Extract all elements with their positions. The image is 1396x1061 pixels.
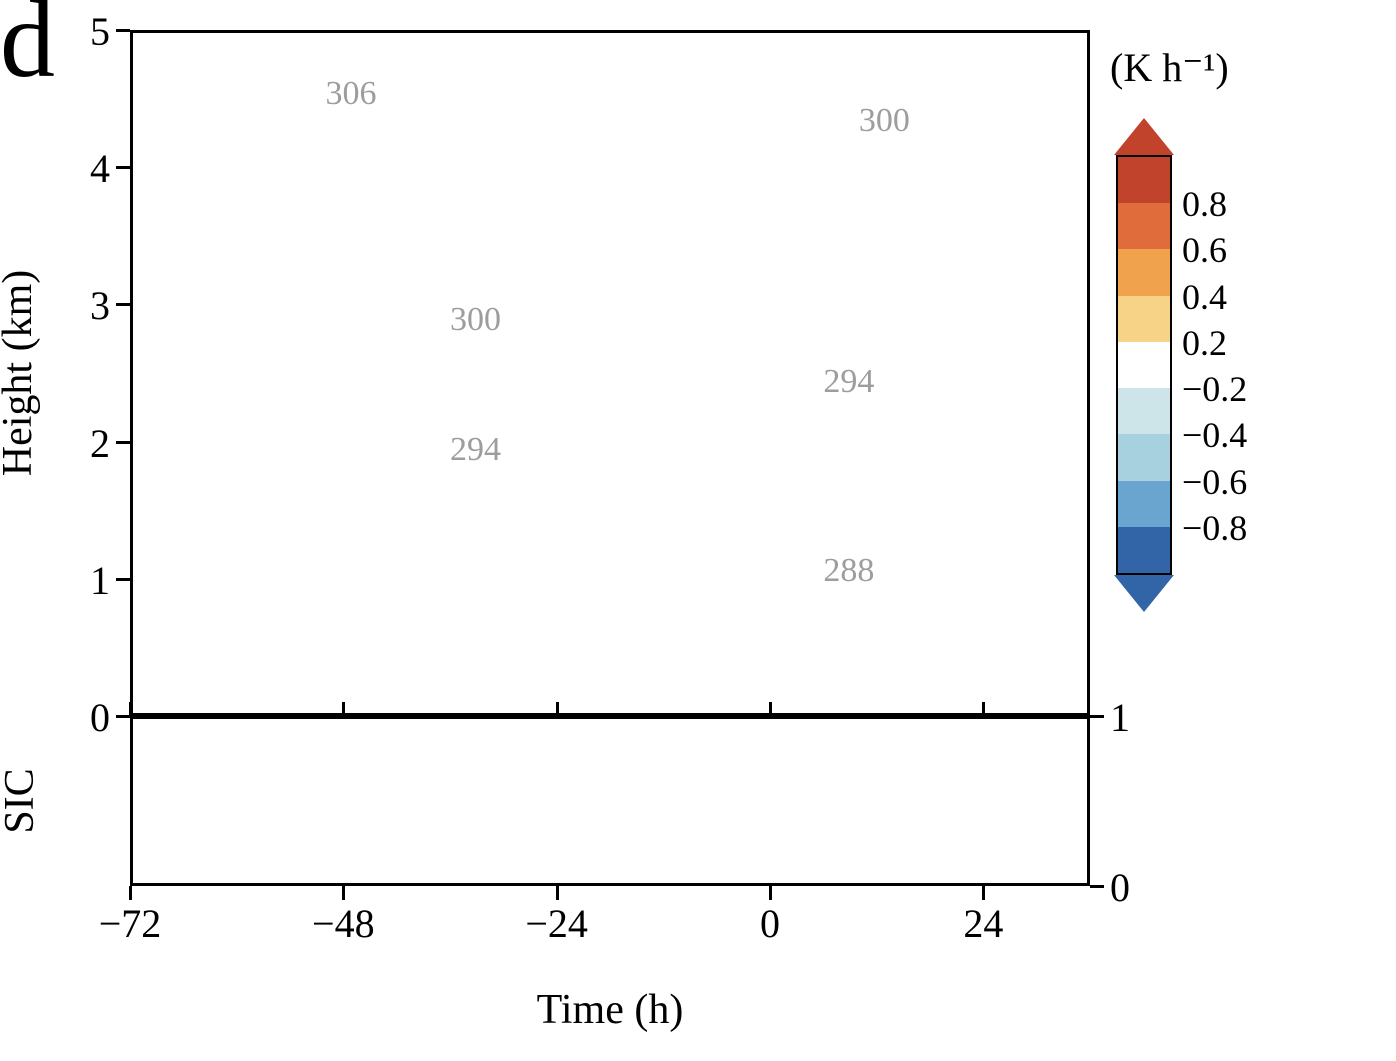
y-axis-label-top: Height (km)	[0, 270, 42, 476]
y-tick	[116, 166, 130, 169]
colorbar-tick-label: −0.4	[1182, 414, 1247, 456]
colorbar-segment	[1118, 296, 1170, 342]
contour-label: 294	[823, 363, 874, 401]
y-tick-label-right: 1	[1110, 694, 1130, 741]
colorbar-arrow-top-icon	[1114, 118, 1174, 155]
contour-label: 294	[450, 431, 501, 469]
bottom-panel	[130, 716, 1090, 886]
colorbar-segment	[1118, 481, 1170, 527]
colorbar-box	[1116, 155, 1172, 575]
top-axes-frame	[130, 30, 1090, 716]
x-tick-label: −72	[99, 900, 162, 947]
colorbar-segment	[1118, 388, 1170, 434]
y-axis-label-bottom: SIC	[0, 768, 44, 833]
y-tick	[116, 29, 130, 32]
x-tick-label: 0	[760, 900, 780, 947]
colorbar-segment	[1118, 157, 1170, 203]
x-tick	[556, 886, 559, 900]
colorbar-segment	[1118, 203, 1170, 249]
y-tick-label: 0	[90, 694, 110, 741]
colorbar-tick-label: 0.8	[1182, 183, 1227, 225]
contour-label: 300	[859, 102, 910, 140]
colorbar: 0.80.60.40.2−0.2−0.4−0.6−0.8	[1116, 120, 1172, 610]
contour-label: 288	[823, 552, 874, 590]
x-tick	[982, 702, 985, 716]
colorbar-segment	[1118, 434, 1170, 480]
colorbar-segment	[1118, 342, 1170, 388]
colorbar-segment	[1118, 249, 1170, 295]
colorbar-tick-label: −0.6	[1182, 461, 1247, 503]
y-tick-label-right: 0	[1110, 864, 1130, 911]
contour-label: 300	[450, 301, 501, 339]
x-tick	[129, 886, 132, 900]
colorbar-tick-label: −0.8	[1182, 507, 1247, 549]
y-tick	[116, 715, 130, 718]
x-tick-label: 24	[963, 900, 1003, 947]
y-tick-label: 5	[90, 8, 110, 55]
x-tick	[982, 886, 985, 900]
colorbar-tick-label: 0.6	[1182, 229, 1227, 271]
figure-d: d Height (km) SIC Time (h) (K h⁻¹) 0.80.…	[0, 0, 1396, 1061]
colorbar-arrow-bottom-icon	[1114, 575, 1174, 612]
panel-letter: d	[0, 0, 55, 103]
x-tick	[129, 702, 132, 716]
y-tick-right	[1090, 715, 1104, 718]
x-tick	[342, 886, 345, 900]
contour-label: 306	[326, 75, 377, 113]
x-tick-label: −48	[312, 900, 375, 947]
y-tick-label: 4	[90, 145, 110, 192]
x-tick	[556, 702, 559, 716]
y-tick-label: 1	[90, 557, 110, 604]
x-tick	[769, 886, 772, 900]
top-panel	[130, 30, 1090, 716]
x-tick	[769, 702, 772, 716]
y-tick-label: 2	[90, 420, 110, 467]
y-tick	[116, 578, 130, 581]
x-tick	[342, 702, 345, 716]
colorbar-segment	[1118, 527, 1170, 573]
y-tick	[116, 441, 130, 444]
colorbar-tick-label: 0.4	[1182, 276, 1227, 318]
y-tick-label: 3	[90, 282, 110, 329]
colorbar-tick-label: −0.2	[1182, 368, 1247, 410]
x-tick-label: −24	[525, 900, 588, 947]
x-axis-label: Time (h)	[537, 986, 684, 1034]
y-tick-right	[1090, 885, 1104, 888]
bottom-axes-frame	[130, 716, 1090, 886]
y-tick	[116, 303, 130, 306]
colorbar-title: (K h⁻¹)	[1110, 44, 1229, 91]
colorbar-tick-label: 0.2	[1182, 322, 1227, 364]
